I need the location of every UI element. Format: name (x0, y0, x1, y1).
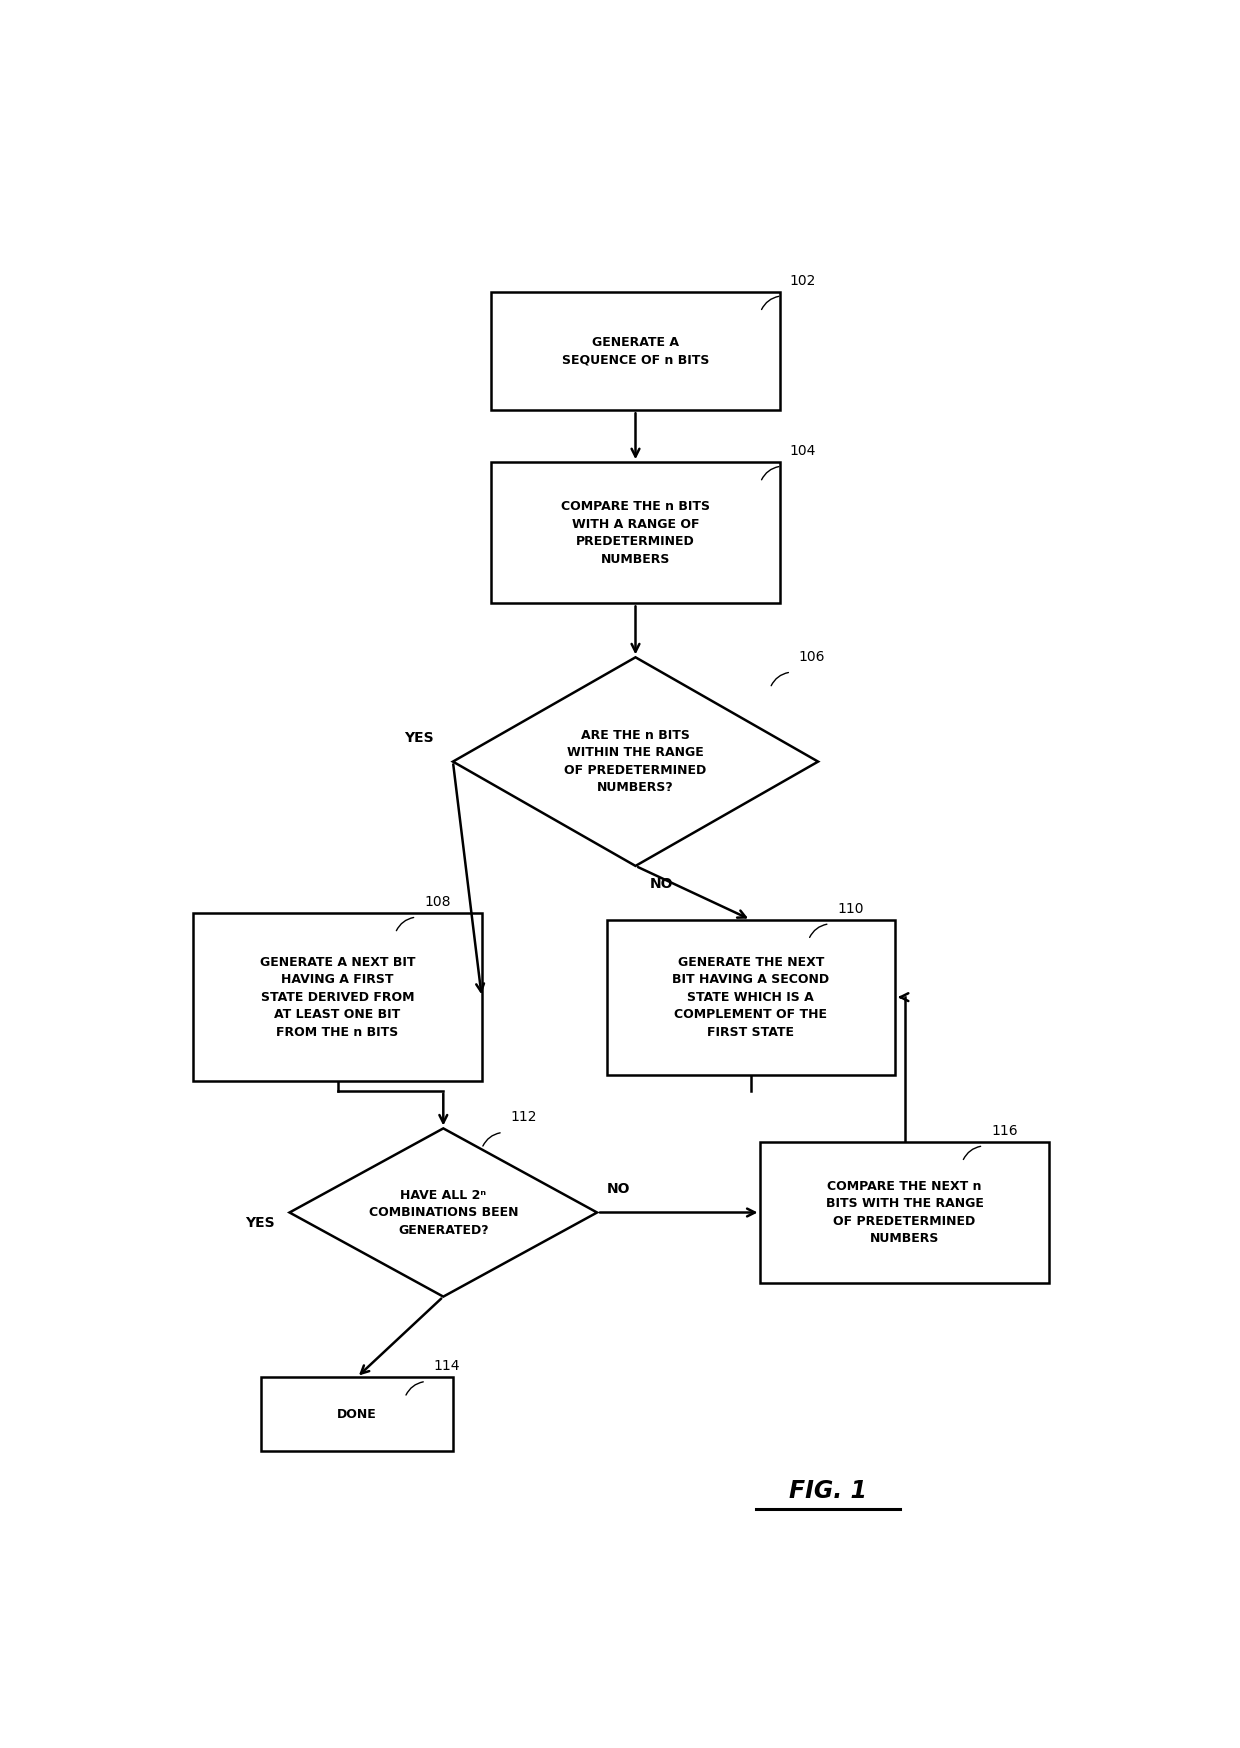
Polygon shape (289, 1129, 596, 1297)
Text: YES: YES (246, 1217, 275, 1231)
Text: 108: 108 (424, 895, 450, 909)
Text: 110: 110 (837, 902, 864, 916)
Text: ARE THE n BITS
WITHIN THE RANGE
OF PREDETERMINED
NUMBERS?: ARE THE n BITS WITHIN THE RANGE OF PREDE… (564, 729, 707, 794)
FancyBboxPatch shape (260, 1377, 453, 1451)
FancyBboxPatch shape (491, 292, 780, 411)
Text: HAVE ALL 2ⁿ
COMBINATIONS BEEN
GENERATED?: HAVE ALL 2ⁿ COMBINATIONS BEEN GENERATED? (368, 1189, 518, 1236)
Text: 102: 102 (789, 274, 816, 288)
Text: COMPARE THE NEXT n
BITS WITH THE RANGE
OF PREDETERMINED
NUMBERS: COMPARE THE NEXT n BITS WITH THE RANGE O… (826, 1180, 983, 1245)
Text: YES: YES (404, 731, 434, 745)
FancyBboxPatch shape (491, 461, 780, 603)
Polygon shape (453, 657, 818, 865)
FancyBboxPatch shape (193, 912, 481, 1082)
Text: 112: 112 (511, 1110, 537, 1124)
Text: 116: 116 (991, 1124, 1018, 1138)
Text: GENERATE A NEXT BIT
HAVING A FIRST
STATE DERIVED FROM
AT LEAST ONE BIT
FROM THE : GENERATE A NEXT BIT HAVING A FIRST STATE… (260, 956, 415, 1038)
Text: 114: 114 (434, 1360, 460, 1374)
Text: DONE: DONE (337, 1407, 377, 1421)
FancyBboxPatch shape (606, 919, 895, 1075)
Text: GENERATE A
SEQUENCE OF n BITS: GENERATE A SEQUENCE OF n BITS (562, 336, 709, 367)
Text: 106: 106 (799, 650, 826, 664)
Text: 104: 104 (789, 444, 816, 458)
Text: NO: NO (650, 877, 673, 891)
Text: GENERATE THE NEXT
BIT HAVING A SECOND
STATE WHICH IS A
COMPLEMENT OF THE
FIRST S: GENERATE THE NEXT BIT HAVING A SECOND ST… (672, 956, 830, 1038)
Text: NO: NO (606, 1182, 630, 1196)
FancyBboxPatch shape (760, 1141, 1049, 1283)
Text: FIG. 1: FIG. 1 (789, 1479, 867, 1503)
Text: COMPARE THE n BITS
WITH A RANGE OF
PREDETERMINED
NUMBERS: COMPARE THE n BITS WITH A RANGE OF PREDE… (560, 500, 711, 566)
